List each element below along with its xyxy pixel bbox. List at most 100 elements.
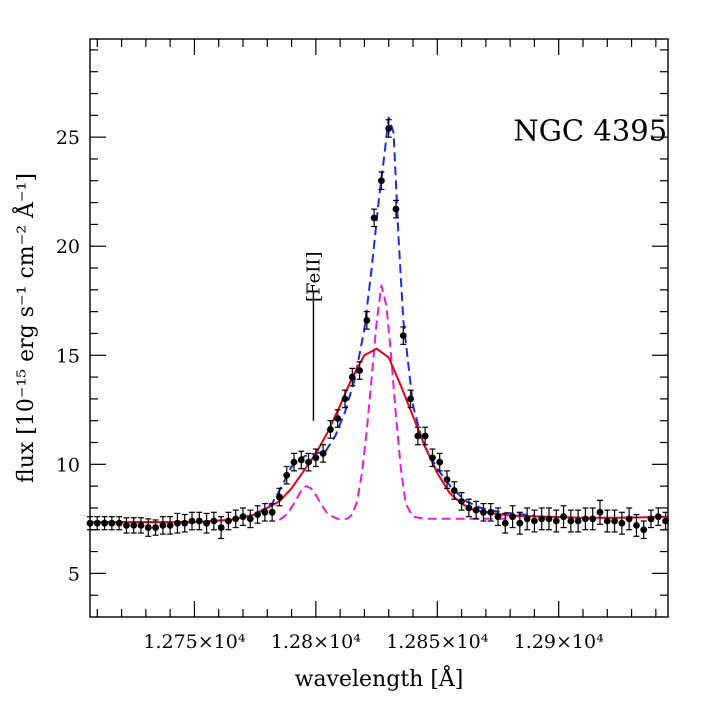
data-point	[181, 519, 189, 527]
data-point	[210, 517, 218, 525]
data-point	[290, 458, 298, 466]
data-point	[545, 515, 553, 523]
total-fit-dashed-line	[90, 116, 535, 524]
data-point	[378, 177, 385, 185]
data-point	[552, 517, 560, 525]
data-point	[480, 508, 487, 516]
chart-marks	[86, 116, 669, 540]
narrow-component-dashed-line	[278, 284, 511, 521]
data-point	[472, 506, 480, 514]
data-point	[421, 432, 429, 440]
data-point	[246, 515, 254, 523]
data-point	[574, 517, 582, 525]
data-point	[640, 526, 648, 534]
data-point	[356, 367, 363, 374]
data-point	[93, 519, 101, 527]
data-point	[239, 513, 247, 521]
data-point	[523, 515, 531, 523]
y-tick-label: 25	[56, 127, 80, 149]
data-point	[137, 521, 145, 529]
data-point	[115, 519, 123, 527]
data-point	[203, 519, 210, 527]
y-tick-label: 15	[56, 345, 80, 367]
data-point	[283, 471, 291, 479]
data-point	[217, 524, 225, 531]
data-point	[130, 521, 138, 529]
data-point	[509, 513, 516, 521]
x-tick-label: 1.28×10⁴	[271, 631, 361, 653]
data-point	[582, 515, 589, 523]
data-point	[465, 504, 473, 512]
data-point	[144, 524, 152, 531]
data-point	[567, 517, 575, 525]
data-point	[516, 519, 524, 527]
data-point	[385, 125, 393, 132]
data-point	[494, 513, 502, 521]
data-point	[101, 519, 108, 527]
data-point	[662, 517, 669, 525]
plot-frame	[89, 38, 669, 618]
data-point	[596, 508, 604, 516]
data-point	[436, 458, 444, 466]
y-tick-label: 5	[68, 563, 80, 585]
data-point	[647, 515, 655, 523]
data-point	[276, 493, 283, 501]
data-point	[334, 415, 342, 422]
data-point	[487, 508, 495, 516]
y-axis-label: flux [10⁻¹⁵ erg s⁻¹ cm⁻² Å⁻¹]	[11, 173, 39, 483]
data-point	[501, 519, 509, 527]
data-point	[538, 515, 546, 523]
data-points	[86, 119, 669, 540]
feii-line-annotation: [FeII]	[303, 252, 324, 302]
data-point	[232, 515, 240, 523]
galaxy-name-annotation: NGC 4395	[513, 114, 667, 148]
x-axis-label: wavelength [Å]	[295, 664, 464, 692]
data-point	[268, 508, 276, 516]
data-point	[458, 498, 465, 505]
data-point	[305, 458, 312, 466]
data-point	[633, 521, 640, 529]
data-point	[618, 519, 626, 527]
x-tick-label: 1.29×10⁴	[514, 631, 604, 653]
data-point	[399, 332, 407, 340]
data-point	[363, 316, 371, 324]
data-point	[348, 373, 356, 381]
data-point	[225, 517, 232, 525]
y-tick-label: 20	[56, 236, 80, 258]
data-point	[254, 511, 261, 518]
data-point	[407, 395, 414, 403]
data-point	[327, 426, 334, 433]
y-tick-label: 10	[56, 454, 80, 476]
data-point	[654, 513, 662, 521]
data-point	[123, 521, 130, 529]
data-point	[611, 517, 618, 525]
data-point	[531, 517, 538, 525]
broad-component-line	[90, 347, 669, 524]
data-point	[414, 432, 422, 440]
data-point	[450, 487, 458, 494]
data-point	[195, 517, 203, 525]
data-point	[370, 214, 378, 222]
data-point	[312, 454, 320, 462]
data-point	[297, 456, 305, 464]
data-point	[603, 517, 611, 525]
data-point	[589, 515, 597, 523]
data-point	[429, 454, 436, 462]
x-tick-label: 1.275×10⁴	[143, 631, 245, 653]
data-point	[319, 450, 327, 457]
data-point	[159, 521, 167, 529]
data-point	[261, 508, 269, 516]
data-point	[341, 395, 349, 403]
x-tick-label: 1.285×10⁴	[386, 631, 488, 653]
data-point	[108, 519, 116, 527]
data-point	[560, 513, 567, 521]
axis-ticks: 1.275×10⁴ 1.28×10⁴ 1.285×10⁴ 1.29×10⁴ 5 10 15 2…	[56, 39, 668, 653]
data-point	[152, 524, 159, 531]
data-point	[166, 521, 174, 529]
data-point	[174, 519, 181, 527]
data-point	[392, 205, 400, 213]
data-point	[625, 515, 633, 523]
data-point	[188, 517, 196, 525]
data-point	[443, 476, 451, 483]
